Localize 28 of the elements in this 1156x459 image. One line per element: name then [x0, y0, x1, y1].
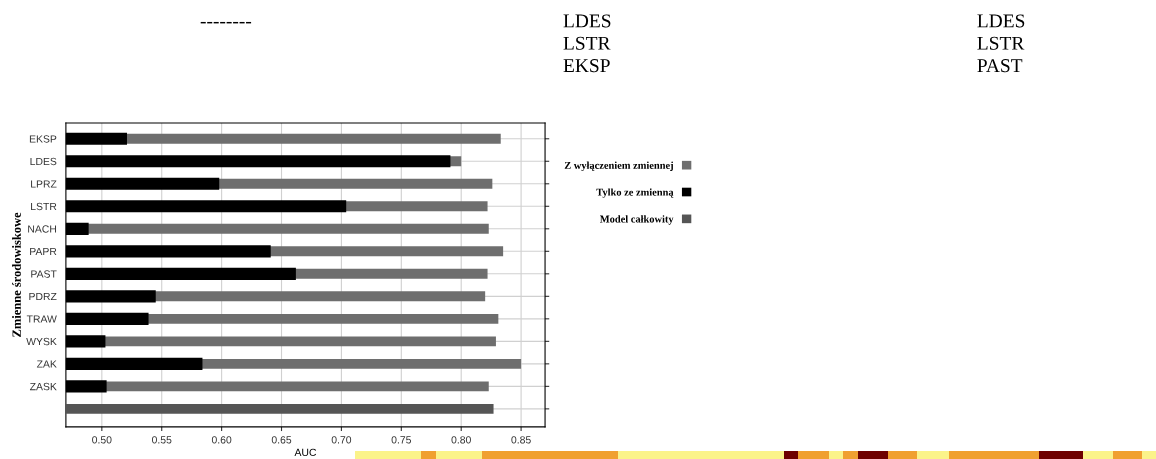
x-tick-label: 0.75: [391, 436, 412, 444]
y-tick-label: WYSK: [26, 337, 57, 346]
x-tick-label: 0.65: [271, 436, 292, 444]
text: LDES LSTR PAST: [977, 14, 1025, 73]
y-tick-label: LDES: [30, 157, 57, 166]
x-tick-label: 0.80: [451, 436, 471, 444]
y-tick-label: NACH: [28, 225, 57, 233]
y-tick-label: LSTR: [31, 202, 57, 211]
y-tick-label: TRAW: [26, 315, 57, 323]
x-axis-title: AUC: [294, 448, 317, 457]
x-tick-label: 0.70: [331, 436, 352, 444]
legend-label: Tylko ze zmienną: [596, 188, 674, 198]
y-tick-label: LPRZ: [31, 180, 57, 188]
x-tick-label: 0.50: [92, 436, 112, 444]
y-tick-label: PAST: [31, 270, 57, 278]
y-tick-label: ZASK: [29, 382, 57, 391]
y-tick-label: EKSP: [29, 135, 57, 143]
y-tick-label: ZAK: [36, 360, 57, 368]
y-axis-title: Zmienne środowiskowe: [12, 212, 21, 337]
x-tick-label: 0.60: [211, 436, 232, 444]
x-tick-label: 0.55: [152, 436, 172, 444]
y-tick-label: PDRZ: [29, 292, 57, 301]
text: --------: [200, 21, 252, 24]
text: LDES LSTR EKSP: [563, 14, 611, 73]
legend-label: Z wyłączeniem zmiennej: [564, 161, 673, 172]
x-tick-label: 0.85: [511, 436, 531, 444]
legend-label: Model całkowity: [600, 215, 674, 225]
y-tick-label: PAPR: [30, 247, 57, 256]
